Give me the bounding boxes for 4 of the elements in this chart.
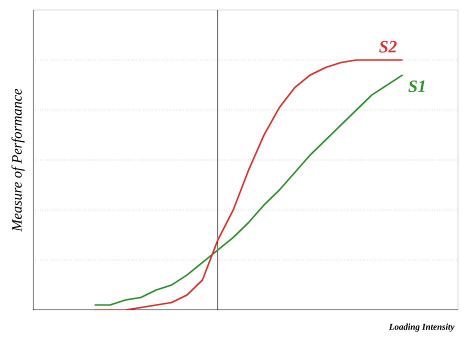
y-axis-title: Measure of Performance <box>11 88 25 232</box>
series-label: S1 <box>408 80 425 92</box>
series-label: S2 <box>379 40 397 52</box>
x-axis-title: Loading Intensity <box>388 324 454 332</box>
